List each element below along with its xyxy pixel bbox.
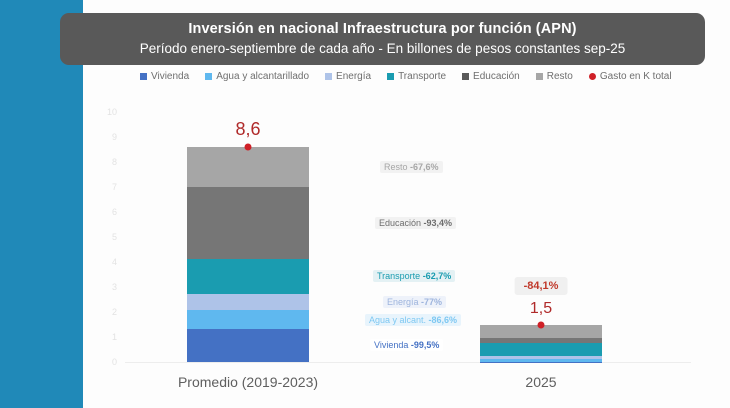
x-axis-category-label: Promedio (2019-2023) — [177, 374, 319, 390]
y-axis-tick-label: 6 — [111, 207, 117, 217]
y-axis-tick-label: 2 — [111, 307, 117, 317]
y-axis-tick-label: 0 — [111, 357, 117, 367]
legend-label: Vivienda — [151, 70, 190, 82]
callout-change-value: -93,4% — [423, 217, 453, 228]
bar-segment-agua-y-alcantarillado[interactable] — [480, 359, 602, 362]
legend-swatch-icon — [387, 72, 395, 80]
segment-callout-transporte: Transporte -62,7% — [373, 270, 456, 283]
y-axis-tick-label: 7 — [111, 182, 117, 192]
bar-segment-transporte[interactable] — [187, 258, 309, 294]
legend-label: Gasto en K total — [599, 70, 672, 82]
legend-label: Agua y alcantarillado — [216, 70, 310, 82]
callout-series-name: Energía — [387, 297, 422, 307]
bar-segment-educaci-n[interactable] — [480, 337, 602, 343]
legend-item-agua-y-alcantarillado[interactable]: Agua y alcantarillado — [205, 71, 309, 82]
bar-segment-agua-y-alcantarillado[interactable] — [187, 310, 309, 329]
callout-series-name: Vivienda — [374, 340, 411, 351]
legend-item-energ-a[interactable]: Energía — [325, 71, 371, 82]
total-value-label: 8,6 — [235, 119, 261, 139]
total-change-badge: -84,1% — [514, 276, 568, 295]
callout-change-value: -67,6% — [410, 161, 439, 172]
callout-change-value: -62,7% — [422, 271, 452, 282]
callout-change-value: -99,5% — [410, 340, 440, 351]
y-axis-tick-label: 1 — [111, 332, 117, 342]
callout-series-name: Agua y alcant. — [369, 314, 429, 325]
callout-series-name: Educación — [379, 217, 424, 228]
y-axis-tick-label: 9 — [111, 132, 117, 142]
chart-legend: Vivienda Agua y alcantarillado Energía Tran… — [140, 68, 680, 84]
y-axis-tick-label: 5 — [111, 232, 117, 242]
bar-segment-resto[interactable] — [480, 324, 602, 338]
x-axis-line — [125, 362, 691, 363]
legend-item-vivienda[interactable]: Vivienda — [140, 71, 189, 82]
bar-segment-transporte[interactable] — [480, 342, 602, 356]
bar-segment-energ-a[interactable] — [187, 293, 309, 311]
plot-area: 0 1 2 3 4 5 6 7 8 9 10 8,6 Promedio (2019-2023) 1,5 20… — [95, 100, 695, 390]
legend-swatch-icon — [588, 72, 596, 80]
legend-swatch-icon — [140, 72, 147, 80]
callout-change-value: -86,6% — [428, 314, 458, 325]
y-axis-tick-label: 3 — [111, 282, 117, 292]
segment-callout-educaci-n: Educación -93,4% — [375, 216, 457, 229]
legend-item-educaci-n[interactable]: Educación — [462, 71, 520, 82]
legend-swatch-icon — [205, 72, 213, 80]
total-marker-dot — [537, 321, 545, 328]
segment-callout-energ-a: Energía -77% — [383, 296, 447, 308]
total-marker-dot — [244, 143, 252, 151]
stacked-bar-promedio[interactable] — [187, 147, 309, 362]
segment-callout-vivienda: Vivienda -99,5% — [370, 339, 444, 352]
legend-swatch-icon — [462, 72, 470, 80]
y-axis-tick-label: 10 — [106, 107, 117, 117]
bar-segment-educaci-n[interactable] — [187, 186, 309, 259]
page-subtitle: Período enero-septiembre de cada año - E… — [139, 41, 626, 57]
bar-segment-resto[interactable] — [187, 147, 309, 187]
y-axis-tick-label: 8 — [111, 157, 117, 167]
bar-segment-vivienda[interactable] — [187, 328, 309, 362]
legend-label: Transporte — [398, 70, 447, 82]
segment-callout-resto: Resto -67,6% — [380, 160, 443, 173]
legend-item-transporte[interactable]: Transporte — [387, 71, 446, 82]
title-banner: Inversión en nacional Infraestructura po… — [60, 13, 705, 65]
legend-label: Educación — [473, 70, 520, 82]
total-value-label: 1,5 — [529, 299, 553, 317]
segment-callout-agua-y-alcantarillado: Agua y alcant. -86,6% — [365, 313, 462, 326]
legend-item-gasto-en-k-total[interactable]: Gasto en K total — [588, 70, 672, 82]
legend-swatch-icon — [535, 72, 543, 80]
page-title: Inversión en nacional Infraestructura po… — [188, 21, 577, 38]
callout-change-value: -77% — [421, 297, 443, 307]
x-axis-category-label: 2025 — [525, 374, 557, 390]
legend-label: Energía — [336, 70, 372, 82]
left-accent-strip — [0, 0, 83, 408]
legend-swatch-icon — [325, 72, 333, 80]
callout-series-name: Resto — [384, 161, 411, 172]
callout-series-name: Transporte — [377, 271, 423, 282]
y-axis-tick-label: 4 — [111, 257, 117, 267]
legend-label: Resto — [546, 70, 573, 82]
bar-segment-energ-a[interactable] — [480, 355, 602, 360]
stacked-bar-anio-2025[interactable] — [480, 324, 602, 362]
legend-item-resto[interactable]: Resto — [535, 70, 573, 82]
